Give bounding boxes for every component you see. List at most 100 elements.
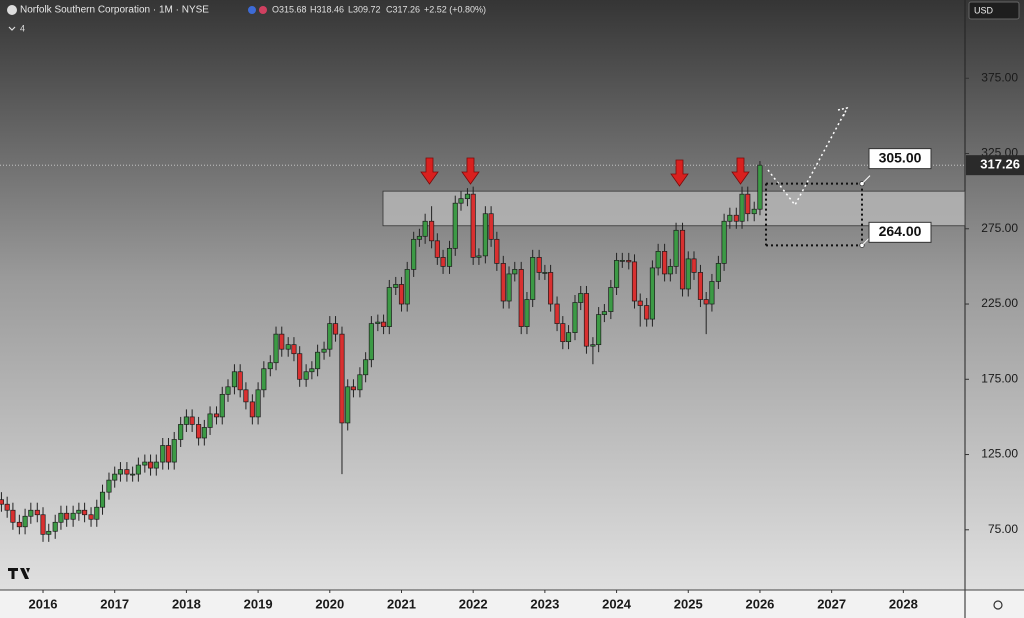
candle-body xyxy=(255,389,261,418)
legend-change: +2.52 (+0.80%) xyxy=(424,4,486,14)
tv-logo[interactable] xyxy=(8,568,30,579)
collapse-icon[interactable] xyxy=(8,26,16,31)
candle-body xyxy=(135,464,141,475)
candle-body xyxy=(82,509,88,516)
candle-body xyxy=(117,469,123,475)
candle-body xyxy=(596,314,602,346)
candle-body xyxy=(429,220,435,242)
candle-body xyxy=(213,413,220,418)
x-tick-label: 2024 xyxy=(602,596,632,611)
candle-body xyxy=(357,374,363,391)
candle-body xyxy=(565,332,572,343)
arrows xyxy=(420,157,750,187)
candle-body xyxy=(398,284,405,305)
candle-body xyxy=(554,303,560,324)
candle-body xyxy=(261,368,267,391)
down-arrow xyxy=(420,157,439,185)
candle-body xyxy=(273,333,279,364)
candle-body xyxy=(10,509,16,523)
candle-body xyxy=(751,208,757,215)
candle-body xyxy=(148,461,154,469)
candle-body xyxy=(703,299,709,305)
level-label: 264.00 xyxy=(879,223,922,239)
candle-body xyxy=(0,499,4,505)
currency-box[interactable] xyxy=(968,1,1020,20)
candle-body xyxy=(332,323,339,335)
candle-body xyxy=(171,439,177,463)
candle-body xyxy=(548,272,554,305)
candle-body xyxy=(46,530,52,535)
candle-body xyxy=(393,284,399,288)
x-tick-label: 2023 xyxy=(530,596,559,611)
candle-body xyxy=(679,229,686,290)
candle-body xyxy=(160,445,166,463)
candle-body xyxy=(422,220,428,237)
candle-body xyxy=(637,300,643,306)
candle-body xyxy=(536,257,542,273)
candle-body xyxy=(404,269,410,305)
time-axis-background xyxy=(0,590,1024,618)
candle-body xyxy=(231,371,237,388)
candle-body xyxy=(506,273,512,302)
x-tick-label: 2021 xyxy=(387,596,416,611)
candle-body xyxy=(572,302,578,333)
currency[interactable]: USD xyxy=(974,5,994,15)
x-tick-label: 2026 xyxy=(745,596,774,611)
candle-body xyxy=(106,479,112,493)
session-icon xyxy=(259,6,267,14)
candle-body xyxy=(4,503,10,511)
x-tick-label: 2025 xyxy=(674,596,703,611)
candle-body xyxy=(739,193,745,222)
candle-body xyxy=(368,323,374,361)
candle-body xyxy=(590,344,596,347)
candle-body xyxy=(70,512,76,520)
y-tick-label: 225.00 xyxy=(981,296,1018,310)
candle-body xyxy=(608,287,614,312)
symbol-title: Norfolk Southern Corporation · 1M · NYSE xyxy=(20,5,209,16)
overlay: 305.00 264.00 xyxy=(420,106,932,248)
candle-body xyxy=(583,293,590,347)
level-label-box xyxy=(868,148,932,170)
legend-low: L309.72 xyxy=(348,4,381,14)
candle-body xyxy=(482,213,488,257)
candle-body xyxy=(339,333,345,424)
candle-body xyxy=(381,321,387,327)
candle-body xyxy=(350,386,357,391)
zone-box xyxy=(382,190,966,227)
y-tick-label: 75.00 xyxy=(988,522,1018,536)
candle-body xyxy=(178,424,184,440)
y-tick-label: 175.00 xyxy=(981,371,1018,385)
candle-body xyxy=(452,202,458,249)
level-label-box xyxy=(868,221,932,243)
candles xyxy=(0,161,763,542)
candle-body xyxy=(512,269,518,275)
candle-body xyxy=(673,229,679,267)
candle-body xyxy=(321,348,327,353)
settings-icon[interactable] xyxy=(993,600,1003,610)
candle-body xyxy=(386,287,392,327)
candle-body xyxy=(476,255,482,258)
candle-body xyxy=(249,401,255,418)
candle-body xyxy=(243,389,249,403)
candle-body xyxy=(297,353,303,380)
candle-body xyxy=(560,323,566,343)
candle-body xyxy=(94,506,100,520)
candle-body xyxy=(745,193,751,215)
candle-body xyxy=(375,321,381,324)
x-tick-label: 2028 xyxy=(889,596,918,611)
candle-body xyxy=(196,424,202,439)
candle-body xyxy=(291,344,297,355)
y-tick-label: 275.00 xyxy=(981,221,1018,235)
candle-body xyxy=(345,386,351,424)
candle-body xyxy=(225,386,231,395)
candle-body xyxy=(601,311,607,315)
candle-body xyxy=(644,305,650,320)
candle-body xyxy=(183,416,189,425)
candle-body xyxy=(619,260,625,262)
candle-body xyxy=(500,263,506,302)
candle-body xyxy=(76,509,82,514)
indicator-count[interactable]: 4 xyxy=(20,23,25,33)
candle-body xyxy=(124,469,130,475)
candle-body xyxy=(88,514,94,520)
